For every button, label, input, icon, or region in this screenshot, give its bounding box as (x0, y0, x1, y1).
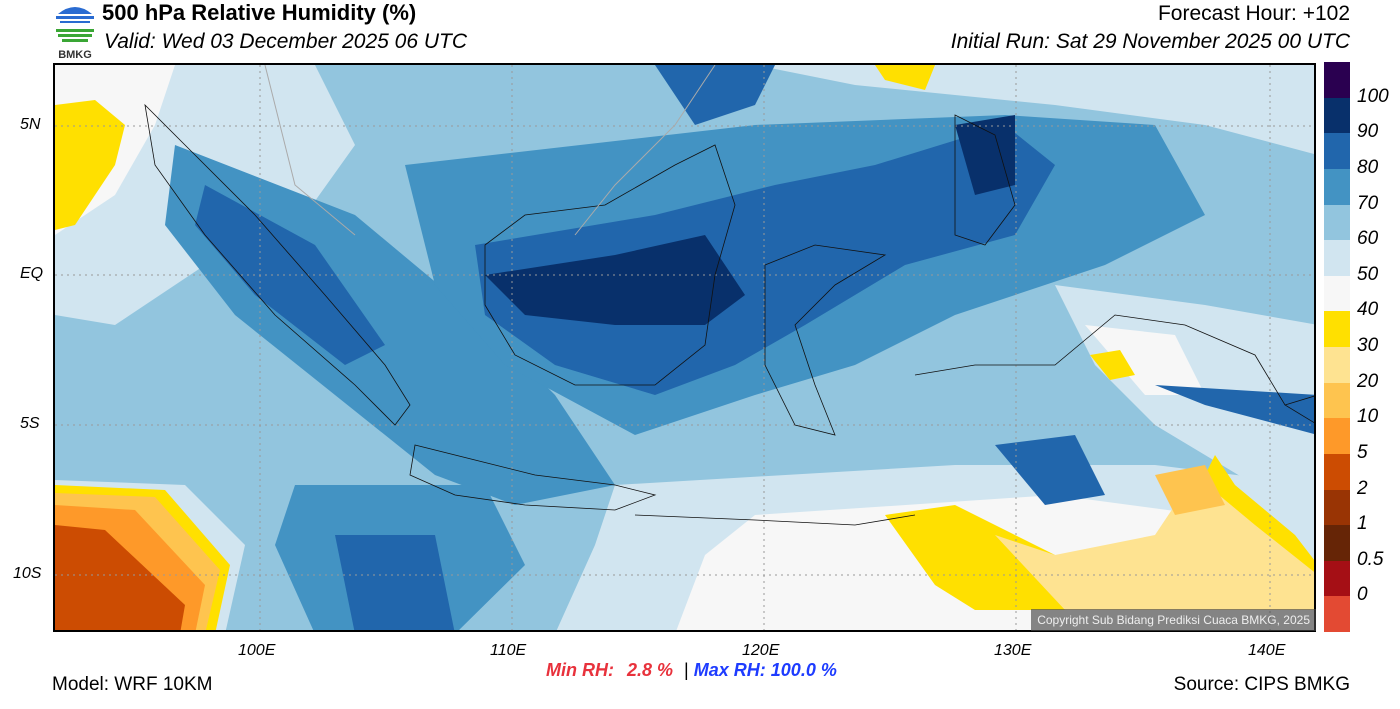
initial-run: Initial Run: Sat 29 November 2025 00 UTC (950, 30, 1350, 53)
lon-label: 130E (994, 642, 1032, 659)
coastlines (144, 103, 1314, 526)
lon-label: 140E (1248, 642, 1286, 659)
colorbar-bin (1324, 525, 1350, 561)
separator: | (684, 660, 689, 680)
colorbar-bin (1324, 168, 1350, 205)
colorbar-label: 80 (1357, 156, 1379, 178)
colorbar-label: 70 (1357, 192, 1379, 214)
borders (264, 65, 716, 236)
colorbar-label: 2 (1357, 477, 1368, 499)
colorbar-label: 5 (1357, 441, 1368, 463)
lat-label: 10S (13, 565, 42, 582)
lon-label: 120E (742, 642, 780, 659)
humidity-map[interactable] (53, 63, 1316, 632)
colorbar-bin (1324, 418, 1350, 454)
colorbar-bin (1324, 560, 1350, 597)
min-max-rh: Min RH: 2.8 % | Max RH: 100.0 % (546, 660, 837, 681)
valid-time: Valid: Wed 03 December 2025 06 UTC (104, 30, 468, 53)
forecast-hour: Forecast Hour: +102 (1157, 2, 1350, 25)
colorbar-bin (1324, 489, 1350, 526)
colorbar-label: 0 (1357, 584, 1368, 606)
colorbar-bin (1324, 204, 1350, 241)
colorbar-label: 40 (1357, 299, 1379, 321)
colorbar-bin (1324, 97, 1350, 134)
model-label: Model: WRF 10KM (52, 674, 213, 695)
colorbar-bin (1324, 240, 1350, 276)
lat-label: EQ (20, 265, 44, 282)
colorbar-bin (1324, 453, 1350, 490)
source-label: Source: CIPS BMKG (1173, 674, 1350, 695)
colorbar-bin (1324, 133, 1350, 169)
colorbar-bin (1324, 275, 1350, 312)
svg-text:BMKG: BMKG (58, 49, 92, 60)
colorbar-bin (1324, 347, 1350, 383)
colorbar-bin (1324, 382, 1350, 419)
colorbar (1324, 62, 1350, 632)
min-rh-value: 2.8 % (627, 660, 674, 680)
colorbar-label: 20 (1357, 370, 1379, 392)
humidity-contours (55, 65, 1314, 630)
colorbar-bin (1324, 596, 1350, 632)
bmkg-logo: BMKG (52, 2, 98, 61)
lat-label: 5S (20, 415, 40, 432)
colorbar-bin (1324, 62, 1350, 98)
gridlines (55, 65, 1314, 630)
lon-label: 110E (490, 642, 527, 659)
colorbar-label: 90 (1357, 121, 1379, 143)
copyright-notice: Copyright Sub Bidang Prediksi Cuaca BMKG… (1031, 609, 1316, 631)
colorbar-label: 100 (1357, 85, 1389, 107)
lon-label: 100E (238, 642, 276, 659)
max-rh-value: 100.0 % (770, 660, 837, 680)
colorbar-label: 30 (1357, 335, 1379, 356)
max-rh-label: Max RH: (693, 660, 766, 680)
min-rh-label: Min RH: (546, 660, 614, 680)
colorbar-label: 50 (1357, 263, 1379, 285)
colorbar-label: 1 (1357, 513, 1368, 535)
lat-label: 5N (20, 116, 41, 133)
colorbar-label: 0.5 (1357, 548, 1384, 570)
colorbar-label: 10 (1357, 406, 1379, 428)
colorbar-bin (1324, 311, 1350, 347)
chart-title: 500 hPa Relative Humidity (%) (102, 0, 417, 25)
colorbar-label: 60 (1357, 228, 1379, 250)
